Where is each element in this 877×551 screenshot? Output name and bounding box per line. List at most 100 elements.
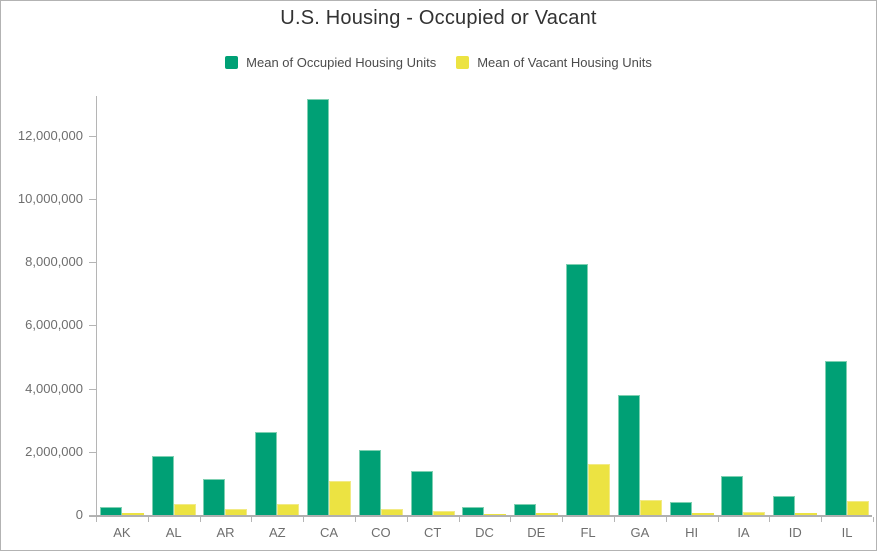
x-axis-label-ar: AR xyxy=(216,525,235,540)
bar-vacant-co[interactable] xyxy=(380,509,403,515)
x-axis-label-ga: GA xyxy=(630,525,650,540)
x-axis-tick xyxy=(510,517,512,522)
x-axis-tick xyxy=(251,517,253,522)
x-axis-label-ct: CT xyxy=(424,525,442,540)
bar-occupied-hi[interactable] xyxy=(669,502,692,515)
bar-vacant-ia[interactable] xyxy=(743,512,766,515)
bar-occupied-ak[interactable] xyxy=(99,507,122,515)
x-axis-label-fl: FL xyxy=(580,525,596,540)
x-axis-tick xyxy=(147,517,149,522)
bar-occupied-ar[interactable] xyxy=(203,479,226,515)
bar-group-id xyxy=(769,96,821,515)
y-axis-tick xyxy=(89,135,96,137)
bar-vacant-dc[interactable] xyxy=(484,514,507,515)
bar-occupied-co[interactable] xyxy=(358,450,381,515)
legend: Mean of Occupied Housing Units Mean of V… xyxy=(1,55,876,70)
bar-occupied-al[interactable] xyxy=(151,456,174,515)
y-axis-tick-label: 8,000,000 xyxy=(25,254,83,270)
x-axis-tick xyxy=(665,517,667,522)
x-axis-tick xyxy=(717,517,719,522)
x-axis-tick xyxy=(96,517,97,522)
legend-item-vacant[interactable]: Mean of Vacant Housing Units xyxy=(456,55,652,70)
bar-occupied-az[interactable] xyxy=(255,432,278,515)
bar-group-hi xyxy=(666,96,718,515)
x-axis-tick xyxy=(821,517,823,522)
bar-vacant-hi[interactable] xyxy=(691,513,714,515)
bar-occupied-fl[interactable] xyxy=(566,264,589,515)
x-axis-label-ia: IA xyxy=(737,525,750,540)
legend-swatch-occupied-icon xyxy=(225,56,239,69)
bar-vacant-ar[interactable] xyxy=(225,509,248,515)
bar-occupied-ct[interactable] xyxy=(410,471,433,515)
x-axis-tick xyxy=(199,517,201,522)
y-axis-tick-label: 0 xyxy=(75,507,83,522)
plot-area xyxy=(96,96,873,515)
y-axis-tick-label: 2,000,000 xyxy=(25,443,83,459)
bar-group-az xyxy=(251,96,303,515)
bar-group-fl xyxy=(562,96,614,515)
x-axis-line xyxy=(89,515,872,517)
bar-vacant-ct[interactable] xyxy=(432,511,455,515)
y-axis-tick xyxy=(89,515,96,516)
bar-vacant-id[interactable] xyxy=(795,513,818,515)
y-axis-tick-label: 6,000,000 xyxy=(25,317,83,333)
x-axis-tick xyxy=(873,517,874,522)
bar-occupied-ia[interactable] xyxy=(721,476,744,515)
legend-swatch-vacant-icon xyxy=(456,56,470,69)
y-axis-tick xyxy=(89,198,96,200)
bar-group-ia xyxy=(718,96,770,515)
x-axis-label-ca: CA xyxy=(320,525,339,540)
bar-group-ak xyxy=(96,96,148,515)
y-axis-tick xyxy=(89,388,96,390)
bar-group-ga xyxy=(614,96,666,515)
legend-label-vacant: Mean of Vacant Housing Units xyxy=(477,55,652,70)
bar-group-al xyxy=(148,96,200,515)
bar-group-ar xyxy=(200,96,252,515)
bar-occupied-il[interactable] xyxy=(825,361,848,515)
legend-label-occupied: Mean of Occupied Housing Units xyxy=(246,55,437,70)
x-axis-label-id: ID xyxy=(788,525,802,540)
x-axis-tick xyxy=(458,517,460,522)
bar-vacant-ak[interactable] xyxy=(121,513,144,515)
bar-group-il xyxy=(821,96,873,515)
bar-vacant-de[interactable] xyxy=(536,513,559,515)
bar-vacant-fl[interactable] xyxy=(588,464,611,515)
y-axis-tick xyxy=(89,262,96,264)
x-axis-label-az: AZ xyxy=(268,525,286,540)
x-axis-label-dc: DC xyxy=(475,525,494,540)
bar-group-ct xyxy=(407,96,459,515)
bar-group-de xyxy=(510,96,562,515)
x-axis-label-hi: HI xyxy=(685,525,699,540)
bar-vacant-az[interactable] xyxy=(277,504,300,515)
bar-occupied-id[interactable] xyxy=(773,496,796,515)
bar-occupied-dc[interactable] xyxy=(462,507,485,515)
y-axis-tick xyxy=(89,325,96,327)
y-axis-tick-label: 12,000,000 xyxy=(17,127,83,143)
bar-occupied-de[interactable] xyxy=(514,504,537,515)
bar-vacant-ga[interactable] xyxy=(639,500,662,515)
bar-occupied-ca[interactable] xyxy=(307,99,330,515)
y-axis-tick-label: 10,000,000 xyxy=(17,190,83,206)
y-axis-tick-label: 4,000,000 xyxy=(25,380,83,396)
bar-groups xyxy=(96,96,873,515)
bar-vacant-ca[interactable] xyxy=(329,481,352,515)
x-axis-label-ak: AK xyxy=(113,525,131,540)
chart-title: U.S. Housing - Occupied or Vacant xyxy=(280,7,597,29)
x-axis-labels: AK AL AR AZ CA CO CT DC DE FL GA HI IA ID IL xyxy=(96,525,873,540)
x-axis-label-co: CO xyxy=(371,525,391,540)
bar-occupied-ga[interactable] xyxy=(617,395,640,515)
x-axis-tick xyxy=(406,517,408,522)
x-axis-tick xyxy=(614,517,615,522)
bar-group-dc xyxy=(459,96,511,515)
bar-vacant-al[interactable] xyxy=(173,504,196,515)
bar-group-co xyxy=(355,96,407,515)
legend-item-occupied[interactable]: Mean of Occupied Housing Units xyxy=(225,55,436,70)
bar-vacant-il[interactable] xyxy=(847,501,870,515)
x-axis-tick xyxy=(769,517,771,522)
x-axis-label-al: AL xyxy=(165,525,182,540)
x-axis-tick xyxy=(562,517,564,522)
x-axis-label-il: IL xyxy=(841,525,853,540)
y-axis-tick xyxy=(89,451,96,453)
